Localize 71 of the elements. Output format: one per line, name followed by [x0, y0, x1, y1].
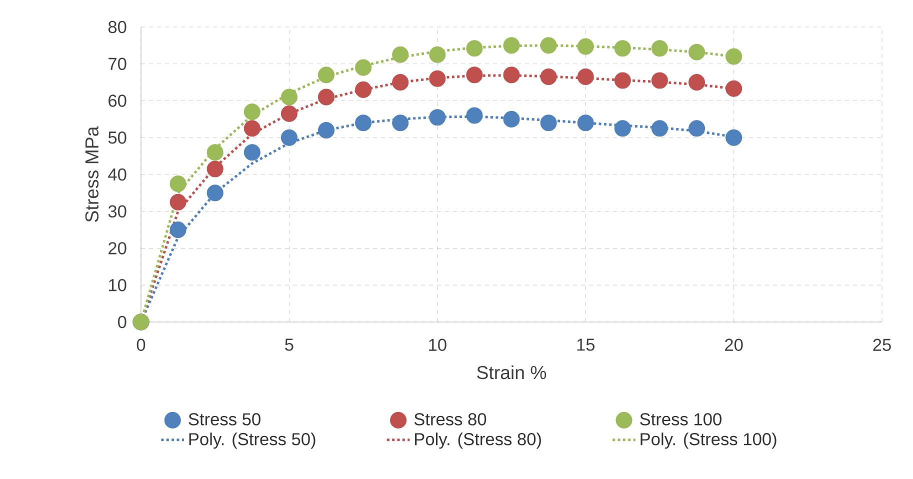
point	[540, 68, 557, 86]
y-tick-label: 70	[108, 58, 126, 70]
x-tick-label: 5	[285, 338, 294, 351]
point	[651, 120, 668, 137]
legend-label: Stress 100	[640, 413, 722, 426]
point	[614, 72, 631, 89]
y-tick-label: 60	[108, 94, 126, 107]
point	[503, 37, 520, 54]
point	[355, 114, 372, 132]
point	[688, 44, 706, 60]
point	[280, 129, 298, 146]
point	[726, 80, 742, 97]
point	[577, 114, 594, 132]
point	[688, 74, 706, 91]
point	[170, 194, 186, 210]
point	[503, 110, 520, 128]
y-tick-label: 80	[108, 20, 126, 34]
point	[244, 120, 260, 137]
y-tick-label: 30	[108, 205, 126, 218]
x-tick-label: 20	[725, 338, 743, 351]
point	[503, 66, 520, 84]
point	[170, 175, 186, 192]
y-tick-label: 10	[108, 278, 126, 292]
point	[392, 46, 409, 63]
point	[244, 104, 260, 120]
x-tick-label: 25	[873, 338, 891, 351]
legend-label: Poly. (Stress 80)	[415, 432, 541, 449]
point	[392, 74, 409, 91]
legend-label: Stress 50	[188, 413, 260, 426]
point	[206, 160, 224, 178]
point	[466, 66, 483, 84]
point	[466, 107, 483, 124]
point	[318, 66, 335, 84]
point	[318, 88, 335, 106]
y-tick-label: 20	[108, 242, 126, 254]
point	[726, 129, 742, 146]
point	[318, 122, 335, 139]
x-tick-label: 15	[577, 338, 595, 351]
point	[355, 59, 372, 76]
point	[429, 46, 446, 63]
point	[355, 81, 372, 98]
legend-label: Poly. (Stress 50)	[189, 432, 316, 449]
y-tick-label: 0	[118, 316, 126, 328]
y-axis-title: Stress MPa	[85, 126, 99, 222]
legend-label: Stress 80	[414, 413, 486, 426]
point	[392, 114, 409, 132]
point	[614, 40, 631, 57]
point	[244, 144, 260, 161]
point	[614, 120, 631, 137]
x-axis-title: Strain %	[477, 365, 546, 380]
point	[577, 68, 594, 86]
point	[466, 40, 483, 57]
point	[170, 222, 186, 238]
x-tick-label: 0	[136, 338, 146, 351]
point	[206, 144, 224, 161]
point	[540, 37, 557, 54]
point	[540, 114, 557, 132]
point	[280, 88, 298, 106]
point	[429, 109, 446, 126]
y-tick-label: 40	[108, 168, 126, 181]
legend-label: Poly. (Stress 100)	[640, 432, 776, 449]
point	[429, 70, 446, 87]
point	[651, 40, 668, 57]
point	[577, 38, 594, 55]
point	[726, 48, 742, 65]
x-tick-label: 10	[429, 338, 446, 351]
point	[280, 105, 298, 122]
point	[206, 184, 224, 202]
y-tick-label: 50	[108, 131, 126, 144]
point	[651, 72, 668, 89]
point	[688, 120, 706, 137]
